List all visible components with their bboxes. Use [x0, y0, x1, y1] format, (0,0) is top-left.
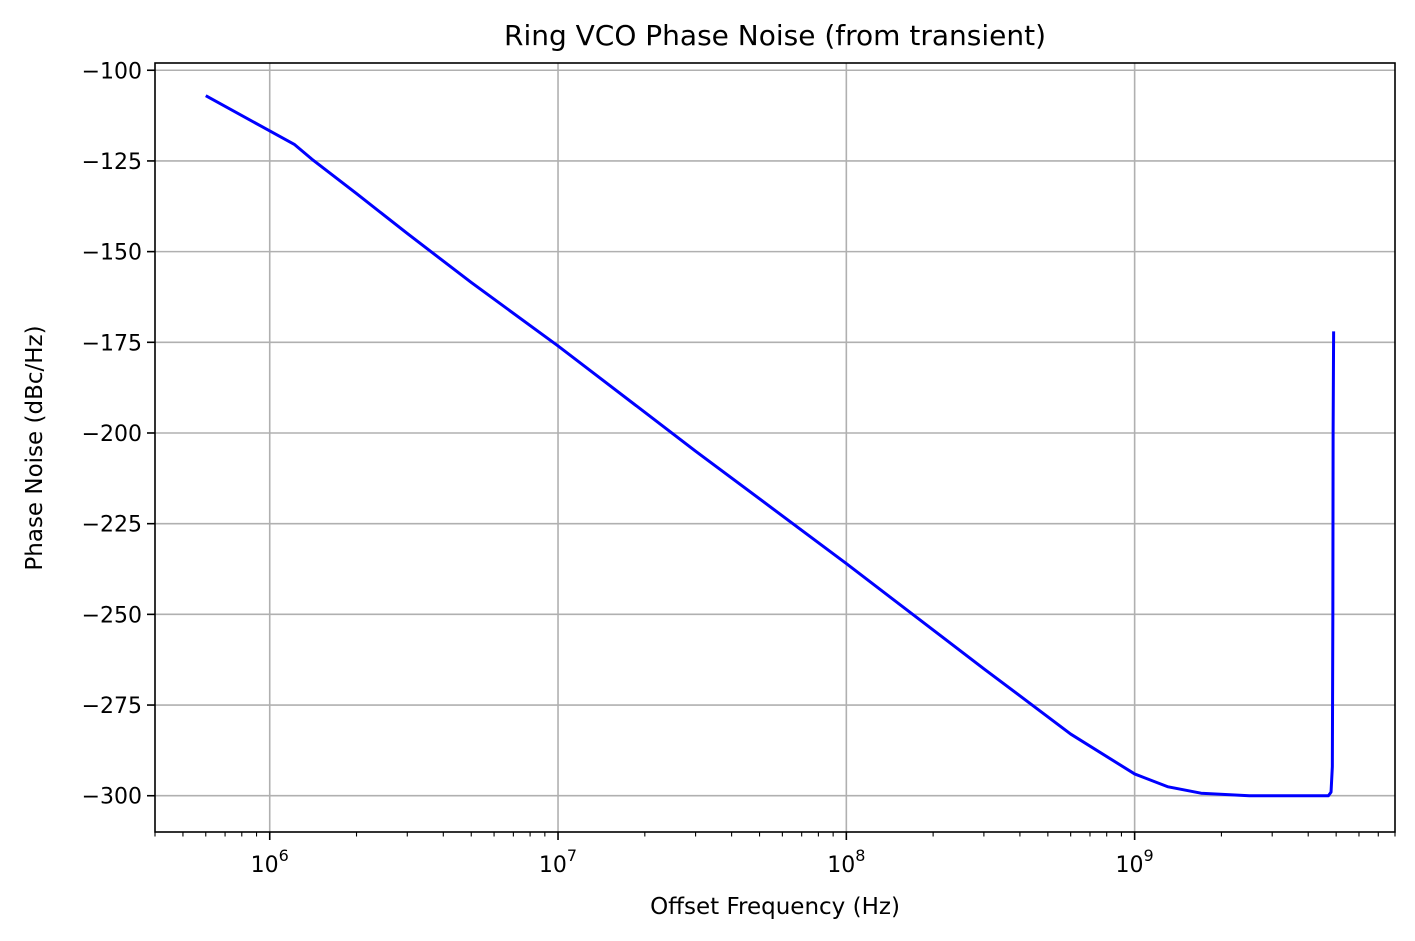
x-tick-label: 106 — [251, 846, 289, 878]
y-tick-label: −275 — [82, 694, 142, 719]
y-tick-label: −175 — [82, 331, 142, 356]
grid-lines — [155, 63, 1395, 832]
series-layer — [205, 94, 1336, 798]
x-tick-label: 108 — [827, 846, 865, 878]
y-axis-ticks: −100 −125 −150 −175 −200 −225 −250 −275 −300 — [82, 59, 155, 810]
plot-area-frame — [154, 62, 1396, 833]
y-axis-label: Phase Noise (dBc/Hz) — [22, 325, 48, 570]
x-axis-label: Offset Frequency (Hz) — [650, 894, 900, 920]
phase-noise-series-line — [205, 94, 1336, 798]
x-tick-label: 107 — [539, 846, 577, 878]
chart-title: Ring VCO Phase Noise (from transient) — [504, 19, 1046, 52]
y-tick-label: −250 — [82, 603, 142, 628]
y-tick-label: −125 — [82, 150, 142, 175]
y-tick-label: −200 — [82, 422, 142, 447]
y-tick-label: −225 — [82, 513, 142, 538]
y-tick-label: −150 — [82, 241, 142, 266]
y-tick-label: −300 — [82, 785, 142, 810]
x-axis-ticks: 106 107 108 109 — [154, 832, 1396, 878]
y-tick-label: −100 — [82, 59, 142, 84]
x-tick-label: 109 — [1116, 846, 1154, 878]
